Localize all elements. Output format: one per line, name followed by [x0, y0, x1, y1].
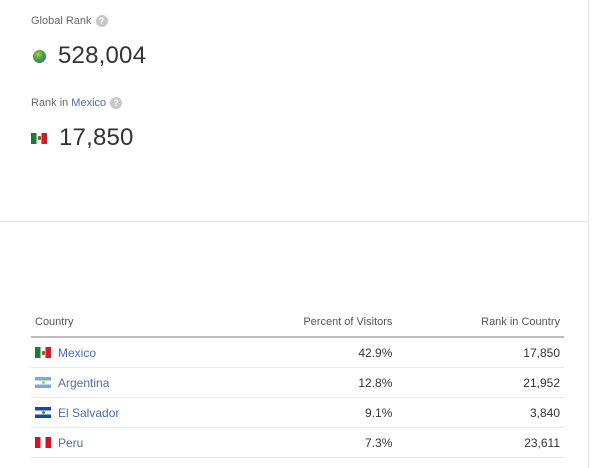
country-rank-section: Rank in Mexico ? 17,850 — [31, 96, 134, 152]
percent-cell: 42.9% — [209, 337, 397, 368]
country-rank-value-row: 17,850 — [31, 124, 134, 152]
section-divider — [0, 221, 588, 222]
global-rank-value-row: 528,004 — [31, 42, 146, 70]
panel-right-border — [588, 0, 589, 468]
country-cell: Argentina — [31, 367, 210, 398]
help-icon[interactable]: ? — [95, 15, 108, 27]
flag-el-salvador-icon — [35, 407, 51, 418]
global-rank-label-row: Global Rank ? — [31, 14, 146, 28]
table-row: El Salvador 9.1% 3,840 — [31, 397, 564, 428]
column-header-percent: Percent of Visitors — [209, 307, 397, 338]
column-header-rank: Rank in Country — [396, 307, 564, 338]
globe-icon — [33, 49, 46, 63]
global-rank-value: 528,004 — [58, 42, 147, 69]
rank-cell: 3,840 — [396, 397, 564, 428]
table-row: Mexico 42.9% 17,850 — [31, 337, 564, 368]
country-rank-label: Rank in — [31, 97, 69, 109]
country-cell: El Salvador — [31, 397, 210, 428]
percent-cell: 9.1% — [209, 397, 397, 428]
help-icon[interactable]: ? — [110, 97, 123, 109]
country-rank-country-link[interactable]: Mexico — [71, 97, 107, 109]
table-header-row: Country Percent of Visitors Rank in Coun… — [31, 307, 564, 338]
country-table: Country Percent of Visitors Rank in Coun… — [31, 307, 564, 458]
rank-cell: 23,611 — [396, 427, 564, 458]
flag-argentina-icon — [35, 377, 51, 388]
country-link[interactable]: Mexico — [58, 345, 97, 360]
country-link[interactable]: Peru — [58, 435, 84, 450]
country-link[interactable]: Argentina — [58, 375, 110, 390]
table-row: Peru 7.3% 23,611 — [31, 427, 564, 458]
flag-mexico-icon — [31, 132, 47, 144]
country-link[interactable]: El Salvador — [58, 405, 120, 420]
country-rank-value: 17,850 — [59, 124, 134, 151]
country-rank-label-row: Rank in Mexico ? — [31, 96, 134, 110]
rank-cell: 21,952 — [396, 367, 564, 398]
global-rank-section: Global Rank ? 528,004 — [31, 14, 146, 70]
global-rank-label: Global Rank — [31, 15, 92, 27]
rank-cell: 17,850 — [396, 337, 564, 368]
country-cell: Peru — [31, 427, 210, 458]
table-row: Argentina 12.8% 21,952 — [31, 367, 564, 398]
percent-cell: 12.8% — [209, 367, 397, 398]
country-cell: Mexico — [31, 337, 210, 368]
flag-peru-icon — [35, 437, 51, 448]
flag-mexico-icon — [35, 347, 51, 358]
column-header-country: Country — [31, 307, 210, 338]
percent-cell: 7.3% — [209, 427, 397, 458]
